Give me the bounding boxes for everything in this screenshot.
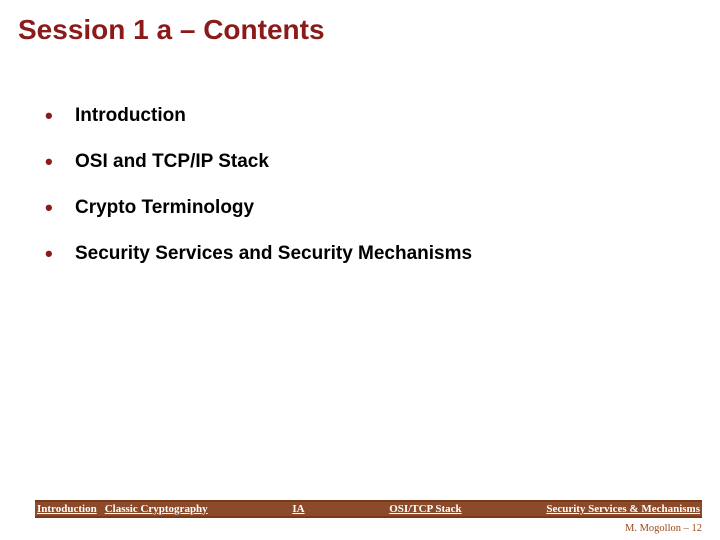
nav-link-security-services[interactable]: Security Services & Mechanisms xyxy=(544,503,702,515)
slide-title: Session 1 a – Contents xyxy=(18,14,325,46)
list-item: OSI and TCP/IP Stack xyxy=(45,151,472,173)
nav-bar: Introduction Classic Cryptography IA OSI… xyxy=(35,500,702,518)
nav-group-left: Introduction Classic Cryptography xyxy=(35,503,210,515)
contents-list: Introduction OSI and TCP/IP Stack Crypto… xyxy=(45,105,472,289)
list-item: Introduction xyxy=(45,105,472,127)
nav-link-introduction[interactable]: Introduction xyxy=(35,503,99,515)
list-item: Security Services and Security Mechanism… xyxy=(45,243,472,265)
nav-link-classic-cryptography[interactable]: Classic Cryptography xyxy=(103,503,210,515)
nav-link-ia[interactable]: IA xyxy=(290,503,306,515)
list-item: Crypto Terminology xyxy=(45,197,472,219)
footer-author: M. Mogollon – 12 xyxy=(625,523,702,534)
nav-link-osi-tcp-stack[interactable]: OSI/TCP Stack xyxy=(387,503,463,515)
